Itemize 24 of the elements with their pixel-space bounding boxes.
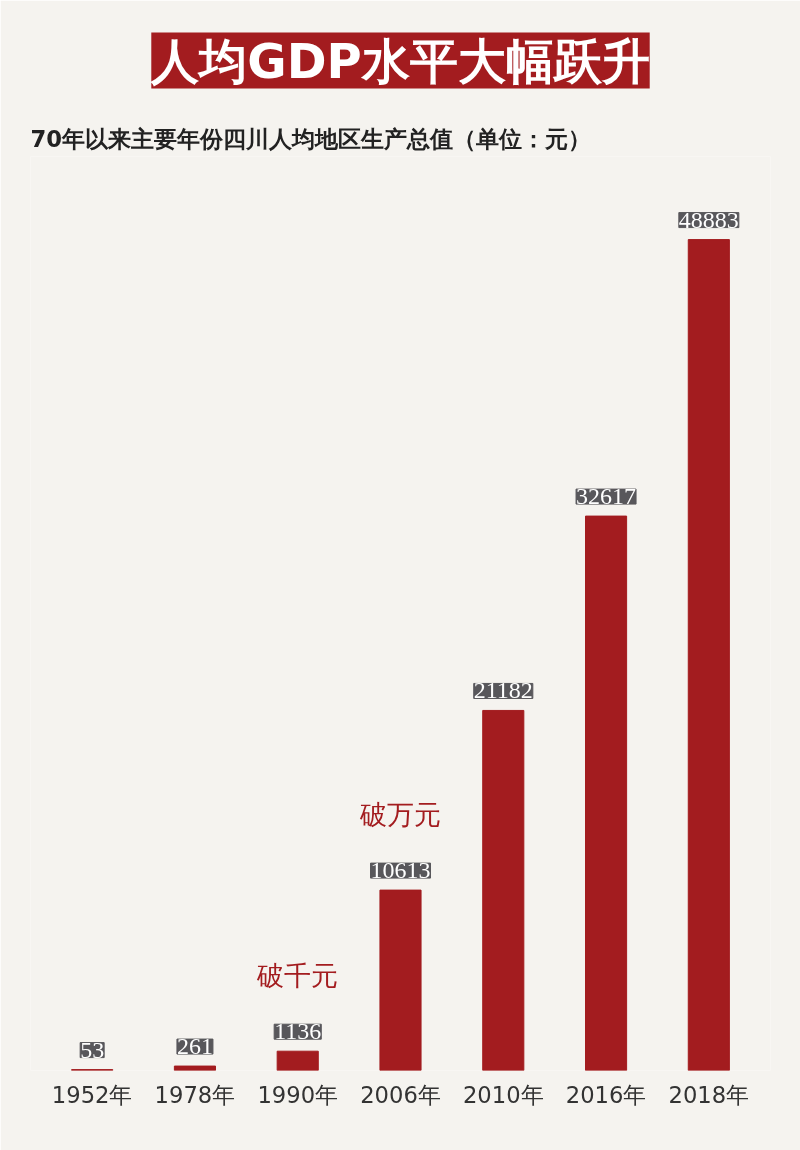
data-label: 261 xyxy=(176,1033,213,1060)
bar xyxy=(585,515,628,1071)
x-tick-label: 2010年 xyxy=(462,1081,544,1108)
data-label: 53 xyxy=(80,1036,105,1063)
data-label: 48883 xyxy=(678,206,739,233)
bar xyxy=(276,1050,319,1071)
x-tick-label: 2016年 xyxy=(565,1081,647,1108)
x-tick-label: 1990年 xyxy=(257,1081,339,1108)
bar xyxy=(173,1065,216,1071)
x-tick-label: 1952年 xyxy=(51,1081,133,1108)
data-label: 1136 xyxy=(274,1018,322,1045)
annotation: 破千元 xyxy=(256,960,339,992)
x-tick-label: 2006年 xyxy=(360,1081,441,1108)
x-tick-label: 2018年 xyxy=(668,1081,750,1108)
bar xyxy=(687,239,730,1071)
data-label: 32617 xyxy=(576,483,637,510)
bar xyxy=(482,709,525,1071)
chart-title: 人均GDP水平大幅跃升 xyxy=(150,32,650,89)
bar xyxy=(379,889,422,1071)
chart-subtitle: 70年以来主要年份四川人均地区生产总值（单位：元） xyxy=(30,125,592,152)
x-tick-label: 1978年 xyxy=(154,1081,236,1108)
annotation: 破万元 xyxy=(359,799,441,831)
data-label: 21182 xyxy=(473,677,533,704)
data-label: 10613 xyxy=(370,857,431,884)
